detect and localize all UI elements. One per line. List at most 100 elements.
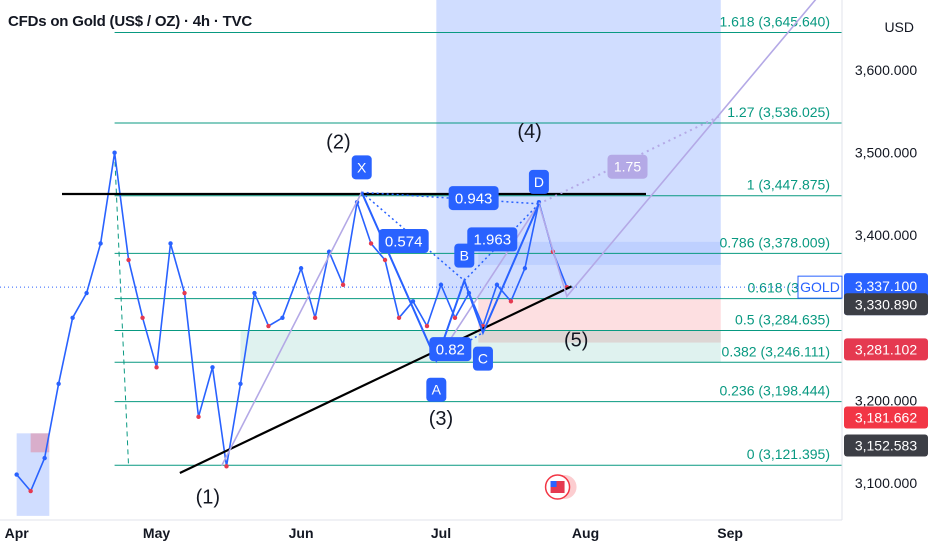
price-point — [410, 299, 416, 304]
zones-layer — [16, 0, 721, 516]
price-point — [424, 323, 430, 329]
small-zone-blue — [16, 433, 50, 516]
axis-layer: 3,600.000 3,500.000 3,400.000 3,200.000 3,10… — [0, 0, 928, 541]
fib-label-0: 0 (3,121.395) — [747, 446, 830, 462]
wave-label-2: (2) — [326, 132, 350, 154]
ratio-badge-0-943: 0.943 — [448, 186, 499, 211]
stop-zone — [478, 298, 721, 343]
price-point — [280, 315, 285, 320]
svg-text:A: A — [432, 382, 442, 398]
svg-text:D: D — [534, 174, 544, 190]
support-trendline — [179, 285, 573, 474]
svg-text:0.943: 0.943 — [455, 190, 493, 207]
price-point — [98, 241, 103, 246]
swing-dashed-line — [114, 152, 130, 467]
chart-title: CFDs on Gold (US$ / OZ) · 4h · TVC — [8, 13, 253, 30]
price-badge-3: 3,181.662 — [844, 406, 928, 429]
ratio-badge-0-82: 0.82 — [429, 337, 472, 362]
pattern-point-x: X — [351, 155, 372, 180]
price-point — [494, 282, 500, 287]
price-point — [522, 266, 528, 271]
pattern-layer: X A B C D 0.574 0.82 1.963 0.943 1.75 (1) (2) (3) (4)… — [62, 0, 817, 508]
price-point — [368, 241, 374, 246]
price-point — [238, 381, 243, 387]
x-tick-label: Aug — [572, 525, 599, 541]
price-point — [84, 290, 89, 296]
price-badge-1: 3,330.890 — [844, 293, 928, 316]
price-point — [312, 315, 318, 320]
currency-label: USD — [884, 19, 914, 35]
fib-label-0.236: 0.236 (3,198.444) — [719, 383, 830, 399]
x-tick-label: May — [143, 525, 170, 541]
price-point — [508, 299, 514, 304]
svg-text:GOLD: GOLD — [800, 279, 840, 295]
fib-label-0.382: 0.382 (3,246.111) — [722, 343, 830, 359]
wave-projection-line — [221, 0, 817, 466]
wave-label-1: (1) — [196, 486, 220, 508]
pattern-point-d: D — [528, 169, 549, 194]
fibonacci-layer: 1.618 (3,645.640) 1.27 (3,536.025) 1 (3,44… — [0, 13, 842, 467]
svg-text:3,330.890: 3,330.890 — [855, 296, 917, 312]
price-point — [28, 488, 33, 494]
ratio-badge-1-963: 1.963 — [467, 227, 518, 252]
price-series-line — [16, 151, 568, 492]
price-point — [340, 282, 346, 287]
price-point — [224, 464, 229, 469]
y-tick-label: 3,100.000 — [855, 475, 917, 491]
fib-label-1.27: 1.27 (3,536.025) — [727, 104, 830, 120]
fib-label-1: 1 (3,447.875) — [747, 177, 830, 193]
price-point — [154, 365, 159, 370]
small-zone-red — [30, 433, 50, 453]
projection-dotted-line — [538, 114, 722, 205]
price-point — [252, 290, 257, 296]
svg-text:1.963: 1.963 — [474, 232, 512, 249]
price-point — [382, 257, 388, 263]
price-point — [42, 455, 47, 461]
price-point — [182, 290, 187, 296]
fib-label-1.618: 1.618 (3,645.640) — [719, 13, 830, 29]
x-tick-label: Apr — [5, 525, 30, 541]
projection-badge: 1.75 — [607, 154, 648, 179]
price-point — [140, 315, 145, 320]
price-point — [112, 150, 117, 155]
ratio-badge-0-574: 0.574 — [378, 229, 429, 254]
y-tick-label: 3,200.000 — [855, 392, 917, 408]
svg-text:3,181.662: 3,181.662 — [855, 409, 917, 425]
y-tick-label: 3,600.000 — [855, 62, 917, 78]
price-point — [438, 282, 444, 287]
y-tick-label: 3,500.000 — [855, 145, 917, 161]
svg-text:3,337.100: 3,337.100 — [855, 278, 917, 294]
svg-text:C: C — [478, 351, 488, 367]
harmonic-ratio-line — [435, 331, 484, 362]
price-point — [396, 315, 402, 320]
svg-text:1.75: 1.75 — [614, 159, 641, 175]
price-point — [14, 472, 19, 477]
price-point — [266, 323, 271, 329]
svg-text:0.574: 0.574 — [385, 233, 423, 250]
price-point — [298, 266, 304, 271]
x-tick-label: Jun — [289, 525, 314, 541]
fib-label-0.5: 0.5 (3,284.635) — [735, 311, 830, 327]
price-point — [210, 365, 215, 370]
svg-text:3,152.583: 3,152.583 — [855, 437, 917, 453]
x-tick-label: Sep — [717, 525, 743, 541]
y-tick-label: 3,400.000 — [855, 227, 917, 243]
price-point — [56, 381, 61, 387]
price-point — [452, 315, 458, 320]
price-point — [70, 315, 75, 320]
price-point — [126, 257, 131, 263]
svg-text:3,281.102: 3,281.102 — [855, 341, 917, 357]
price-badge-4: 3,152.583 — [844, 434, 928, 457]
fib-label-0.786: 0.786 (3,378.009) — [719, 234, 830, 250]
wave-label-3: (3) — [429, 408, 453, 430]
price-badge-2: 3,281.102 — [844, 338, 928, 361]
wave-label-4: (4) — [517, 121, 541, 143]
x-tick-label: Jul — [431, 525, 451, 541]
wave-label-5: (5) — [564, 330, 588, 352]
price-point — [196, 414, 201, 420]
price-layer — [14, 150, 570, 494]
svg-text:B: B — [460, 248, 469, 264]
pattern-point-c: C — [472, 346, 493, 371]
price-point — [168, 241, 173, 246]
